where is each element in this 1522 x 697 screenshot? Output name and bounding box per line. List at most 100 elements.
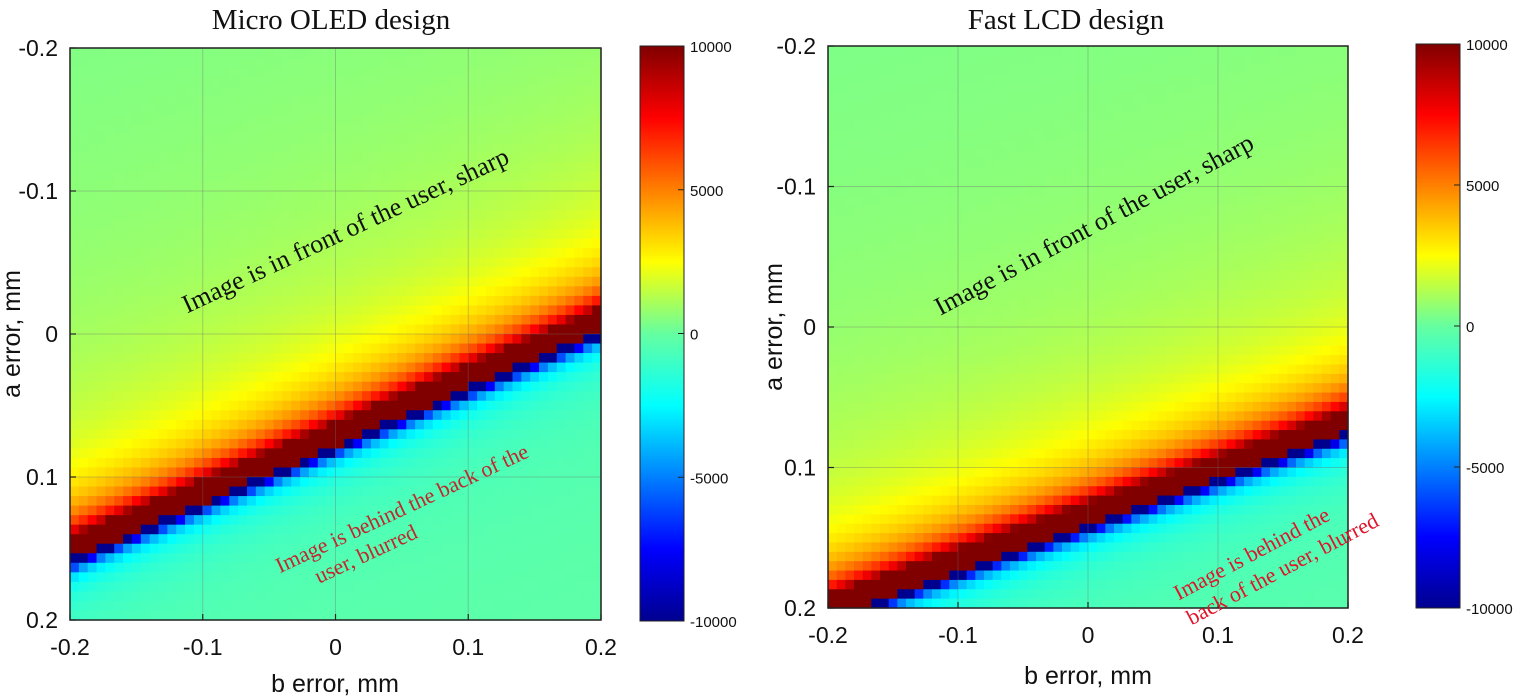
heatmap-cell xyxy=(229,400,239,411)
heatmap-cell xyxy=(521,257,531,268)
heatmap-cell xyxy=(888,589,898,600)
heatmap-cell xyxy=(397,410,407,421)
heatmap-cell xyxy=(131,314,142,326)
heatmap-cell xyxy=(984,186,994,197)
heatmap-cell xyxy=(503,419,514,430)
heatmap-cell xyxy=(362,429,372,440)
heatmap-cell xyxy=(131,600,142,612)
heatmap-cell xyxy=(149,257,160,268)
heatmap-cell xyxy=(397,600,407,612)
heatmap-cell xyxy=(264,515,275,526)
heatmap-cell xyxy=(521,534,531,545)
heatmap-cell xyxy=(220,448,230,459)
heatmap-cell xyxy=(238,524,248,535)
heatmap-cell xyxy=(317,48,328,59)
heatmap-cell xyxy=(914,298,924,309)
heatmap-cell xyxy=(424,276,434,287)
heatmap-cell xyxy=(202,419,213,430)
heatmap-cell xyxy=(335,372,345,383)
heatmap-cell xyxy=(193,124,204,135)
heatmap-cell xyxy=(512,76,522,87)
heatmap-cell xyxy=(344,86,354,97)
heatmap-cell xyxy=(556,219,567,230)
heatmap-cell xyxy=(565,248,576,259)
heatmap-cell xyxy=(845,327,855,337)
heatmap-cell xyxy=(441,438,452,449)
heatmap-cell xyxy=(415,524,425,535)
heatmap-cell xyxy=(871,233,881,244)
heatmap-cell xyxy=(975,345,985,356)
heatmap-cell xyxy=(958,55,968,66)
heatmap-cell xyxy=(140,95,151,106)
heatmap-cell xyxy=(914,420,924,431)
heatmap-cell xyxy=(906,55,916,66)
heatmap-cell xyxy=(906,467,916,478)
heatmap-cell xyxy=(308,524,319,535)
heatmap-cell xyxy=(888,598,898,609)
heatmap-cell xyxy=(1001,589,1011,600)
heatmap-cell xyxy=(335,515,345,526)
heatmap-cell xyxy=(906,64,916,75)
heatmap-cell xyxy=(406,76,416,87)
heatmap-cell xyxy=(397,591,407,602)
heatmap-cell xyxy=(539,248,549,259)
heatmap-cell xyxy=(862,411,872,422)
heatmap-cell xyxy=(362,200,372,211)
heatmap-cell xyxy=(940,364,950,375)
heatmap-cell xyxy=(450,457,460,469)
heatmap-cell xyxy=(211,553,222,564)
heatmap-cell xyxy=(220,286,230,297)
heatmap-cell xyxy=(158,124,168,135)
heatmap-cell xyxy=(406,267,416,278)
heatmap-cell xyxy=(291,372,301,383)
heatmap-cell xyxy=(992,476,1002,487)
heatmap-cell xyxy=(202,524,213,535)
heatmap-cell xyxy=(547,210,558,221)
heatmap-cell xyxy=(539,48,549,59)
heatmap-cell xyxy=(565,353,576,364)
heatmap-cell xyxy=(1018,167,1028,178)
heatmap-cell xyxy=(975,242,985,253)
heatmap-cell xyxy=(149,334,160,345)
heatmap-cell xyxy=(539,534,549,545)
heatmap-cell xyxy=(503,152,514,163)
heatmap-cell xyxy=(494,276,505,287)
heatmap-cell xyxy=(370,343,381,354)
heatmap-cell xyxy=(220,248,230,259)
heatmap-cell xyxy=(932,64,942,75)
heatmap-cell xyxy=(984,317,994,328)
heatmap-cell xyxy=(379,562,390,573)
heatmap-cell xyxy=(247,171,257,183)
heatmap-cell xyxy=(845,280,855,291)
heatmap-cell xyxy=(958,280,968,291)
heatmap-cell xyxy=(880,223,890,234)
heatmap-cell xyxy=(468,572,478,583)
heatmap-cell xyxy=(880,261,890,272)
heatmap-cell xyxy=(158,257,168,268)
heatmap-cell xyxy=(264,124,275,135)
heatmap-cell xyxy=(468,314,478,326)
heatmap-cell xyxy=(477,457,487,469)
heatmap-cell xyxy=(574,257,584,268)
heatmap-cell xyxy=(854,195,864,206)
heatmap-cell xyxy=(229,496,239,507)
heatmap-cell xyxy=(1001,270,1011,281)
heatmap-cell xyxy=(202,305,213,316)
heatmap-cell xyxy=(105,543,115,554)
heatmap-cell xyxy=(131,67,142,78)
heatmap-cell xyxy=(78,448,89,459)
heatmap-cell xyxy=(1018,214,1028,225)
heatmap-cell xyxy=(131,562,142,573)
heatmap-cell xyxy=(992,214,1002,225)
heatmap-cell xyxy=(512,143,522,154)
heatmap-cell xyxy=(415,581,425,592)
heatmap-cell xyxy=(888,364,898,375)
heatmap-cell xyxy=(530,477,540,488)
heatmap-cell xyxy=(220,267,230,278)
heatmap-cell xyxy=(880,120,890,131)
heatmap-cell xyxy=(565,143,576,154)
heatmap-cell xyxy=(854,476,864,487)
heatmap-cell xyxy=(984,514,994,525)
heatmap-cell xyxy=(477,515,487,526)
heatmap-cell xyxy=(123,486,133,497)
